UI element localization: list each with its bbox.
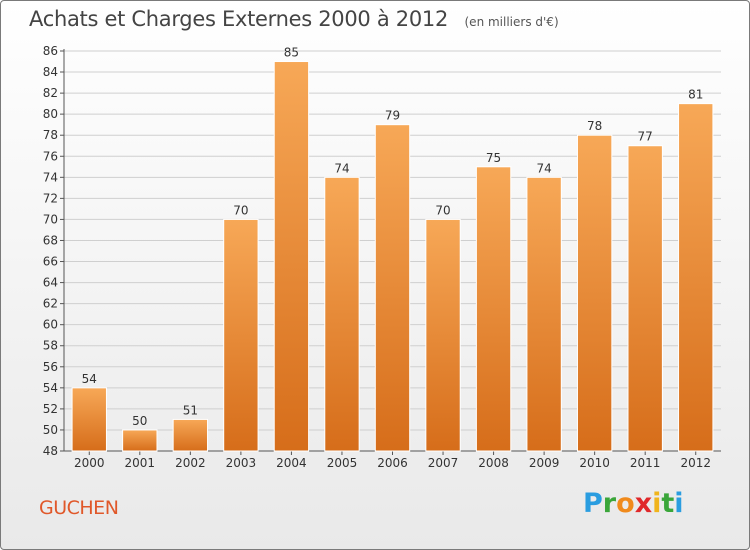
y-tick-label: 58: [43, 339, 58, 353]
bar-2004: [273, 61, 310, 452]
bar-2003: [223, 218, 259, 452]
logo-letter: i: [652, 488, 662, 519]
data-label-2007: 70: [435, 203, 450, 217]
chart-unit: (en milliers d'€): [464, 15, 559, 29]
y-tick-label: 54: [43, 381, 58, 395]
logo-letter: i: [674, 488, 684, 519]
data-label-2010: 78: [587, 119, 602, 133]
x-tick-label-2010: 2010: [579, 456, 610, 470]
data-label-2001: 50: [132, 414, 147, 428]
bar-2009: [526, 176, 562, 452]
data-label-2012: 81: [688, 88, 703, 102]
y-tick-label: 48: [43, 444, 58, 458]
y-tick-label: 52: [43, 402, 58, 416]
data-label-2011: 77: [638, 130, 653, 144]
y-tick-label: 60: [43, 318, 58, 332]
logo-letter: t: [661, 488, 675, 519]
y-tick-label: 78: [43, 128, 58, 142]
y-tick-label: 72: [43, 191, 58, 205]
y-tick-label: 68: [43, 233, 58, 247]
bar-2000: [71, 387, 107, 452]
data-label-2009: 74: [536, 161, 551, 175]
y-tick-label: 64: [43, 276, 58, 290]
title-row: Achats et Charges Externes 2000 à 2012 (…: [29, 7, 559, 31]
x-tick-label-2000: 2000: [74, 456, 105, 470]
y-tick-label: 70: [43, 212, 58, 226]
y-tick-label: 86: [43, 44, 58, 58]
bar-2008: [475, 166, 512, 452]
y-tick-label: 84: [43, 65, 58, 79]
bar-2012: [678, 103, 714, 452]
bar-2005: [324, 176, 360, 452]
proxiti-logo: Proxiti: [583, 488, 684, 519]
label-layer: 54 2000 50 2001 51 2002 70 2003 85 2004 74 2005 79 20…: [74, 46, 711, 470]
bar-2011: [627, 145, 663, 452]
bar-layer: [71, 61, 714, 452]
bar-2001: [122, 429, 158, 452]
data-label-2005: 74: [334, 161, 349, 175]
y-tick-label: 56: [43, 360, 58, 374]
y-tick-label: 66: [43, 255, 58, 269]
bar-2002: [172, 418, 209, 452]
x-tick-label-2004: 2004: [276, 456, 307, 470]
x-tick-label-2007: 2007: [428, 456, 459, 470]
y-tick-label: 82: [43, 86, 58, 100]
chart-title: Achats et Charges Externes 2000 à 2012: [29, 7, 449, 31]
commune-name: GUCHEN: [39, 497, 119, 519]
x-tick-label-2002: 2002: [175, 456, 206, 470]
x-tick-label-2005: 2005: [327, 456, 358, 470]
bar-2006: [374, 124, 411, 452]
y-tick-label: 50: [43, 423, 58, 437]
data-label-2008: 75: [486, 151, 501, 165]
x-tick-label-2011: 2011: [630, 456, 661, 470]
x-tick-label-2012: 2012: [680, 456, 711, 470]
bar-2007: [425, 218, 461, 452]
data-label-2003: 70: [233, 203, 248, 217]
data-label-2002: 51: [183, 403, 198, 417]
logo-letter: o: [616, 488, 635, 519]
data-label-2006: 79: [385, 109, 400, 123]
logo-letter: r: [602, 488, 617, 519]
x-tick-label-2009: 2009: [529, 456, 560, 470]
bar-2010: [576, 134, 613, 452]
y-tick-label: 76: [43, 149, 58, 163]
x-tick-label-2003: 2003: [226, 456, 257, 470]
x-tick-label-2008: 2008: [478, 456, 509, 470]
logo-letter: P: [583, 488, 603, 519]
logo-letter: x: [634, 488, 653, 519]
data-label-2000: 54: [82, 372, 97, 386]
x-tick-label-2006: 2006: [377, 456, 408, 470]
data-label-2004: 85: [284, 46, 299, 60]
y-tick-label: 80: [43, 107, 58, 121]
y-tick-label: 62: [43, 297, 58, 311]
y-tick-label: 74: [43, 170, 58, 184]
x-tick-label-2001: 2001: [125, 456, 156, 470]
